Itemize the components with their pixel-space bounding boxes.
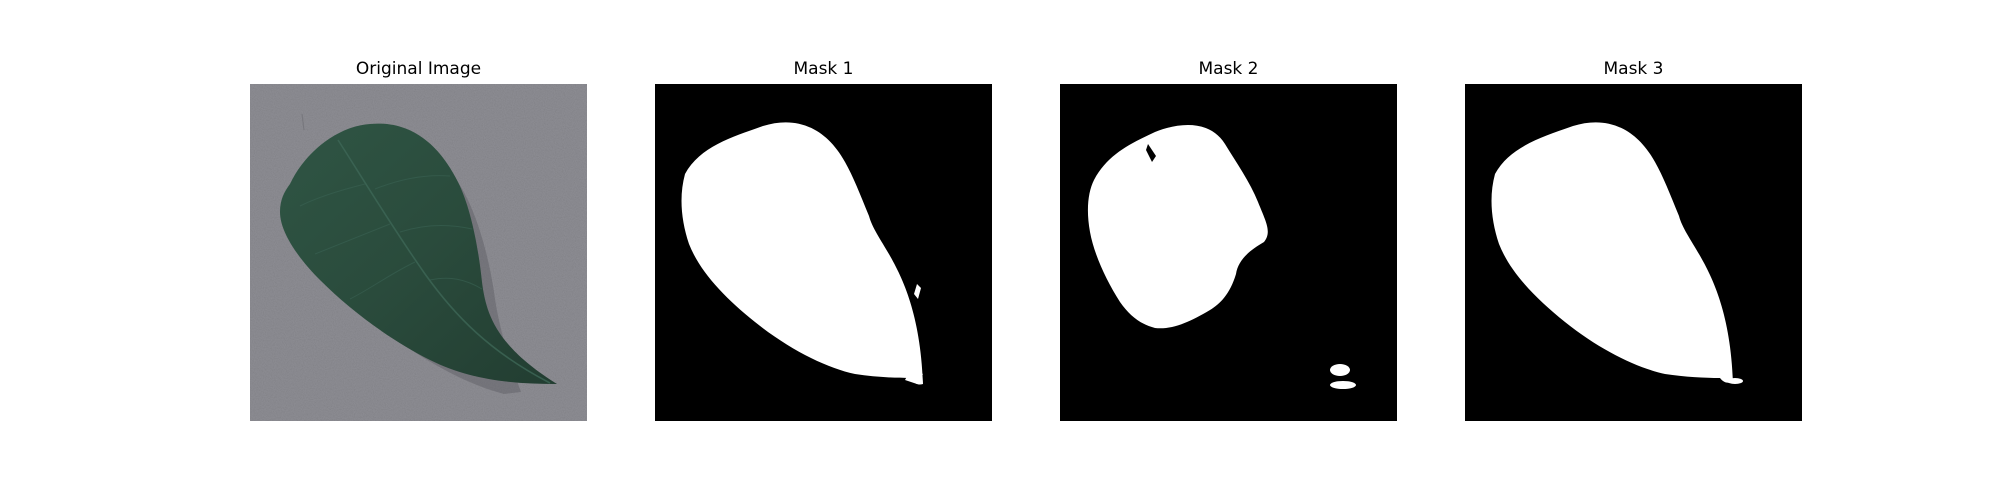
mask-1-image [655,84,992,421]
mask-2-region [1087,124,1268,329]
original-leaf-photo [250,84,587,421]
mask-2-title: Mask 2 [1198,59,1259,79]
leaf-midrib [337,139,551,384]
mask-2-panel [1060,84,1397,421]
mask-2-fragment [1330,364,1350,376]
mask-1-region [681,122,923,385]
original-image-title: Original Image [355,59,482,79]
leaf [280,123,557,384]
mask-3-title: Mask 3 [1603,59,1664,79]
mask-3-image [1465,84,1802,421]
mask-2-fragment [1330,381,1356,389]
mask-2-image [1060,84,1397,421]
mask-1-title: Mask 1 [793,59,854,79]
mask-3-region [1491,122,1733,383]
mask-1-panel [655,84,992,421]
mask-3-panel [1465,84,1802,421]
original-image-panel [250,84,587,421]
